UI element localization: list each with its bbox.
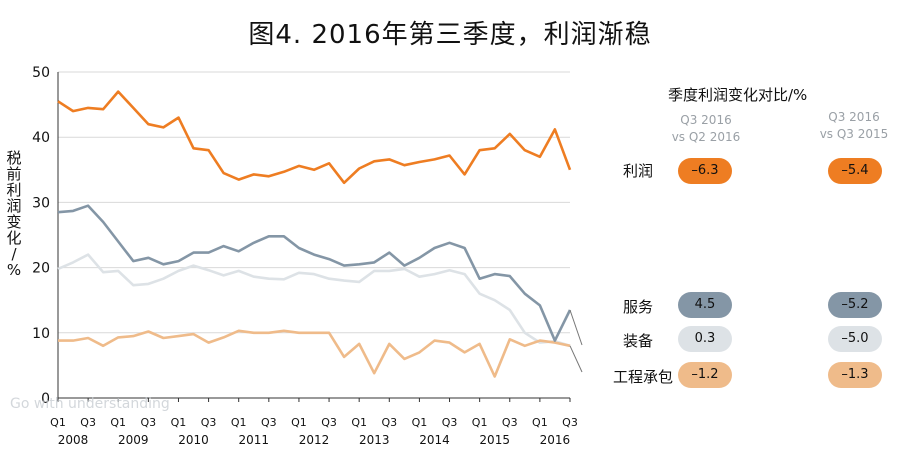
axes xyxy=(57,72,571,402)
series-lines xyxy=(57,90,572,378)
row-label-service: 服务 xyxy=(622,298,653,316)
x-year-label: 2011 xyxy=(238,433,269,447)
leader-lines xyxy=(569,309,583,373)
row-label-profit: 利润 xyxy=(622,162,653,180)
page-title: 图4. 2016年第三季度，利润渐稳 xyxy=(248,20,652,50)
x-tick-label: Q1 xyxy=(110,416,126,429)
x-year-label: 2008 xyxy=(58,433,89,447)
leader-line xyxy=(569,345,583,373)
pill-profit-qoq: –6.3 xyxy=(678,158,732,184)
row-label-engineering: 工程承包 xyxy=(612,368,673,386)
pill-engineering-yoy: –1.3 xyxy=(828,362,882,388)
x-tick-label: Q3 xyxy=(381,416,397,429)
series-line-3 xyxy=(58,329,571,378)
x-tick-label: Q1 xyxy=(50,416,66,429)
column-header-q2: Q3 2016 vs Q2 2016 xyxy=(646,112,766,146)
x-tick-label: Q1 xyxy=(291,416,307,429)
x-tick-label: Q3 xyxy=(321,416,337,429)
column-header-q3: Q3 2016 vs Q3 2015 xyxy=(794,109,900,143)
series-line-0 xyxy=(57,90,572,185)
row-label-equipment: 装备 xyxy=(622,332,653,350)
x-tick-label: Q3 xyxy=(201,416,217,429)
column-header-q2-line2: vs Q2 2016 xyxy=(671,130,741,144)
y-tick-label: 40 xyxy=(32,130,50,146)
x-year-label: 2014 xyxy=(419,433,450,447)
column-header-q3-line1: Q3 2016 xyxy=(828,110,880,124)
y-tick-label: 0 xyxy=(41,391,50,407)
x-tick-label: Q1 xyxy=(351,416,367,429)
pill-equipment-qoq: 0.3 xyxy=(678,326,732,352)
y-tick-label: 30 xyxy=(32,195,50,211)
pill-engineering-qoq: –1.2 xyxy=(678,362,732,388)
tick-labels: 0 10 20 30 40 50 Q1 Q3 Q1 Q3 Q1 Q3 Q1 Q3 Q1 Q3 Q1 Q3 Q1 Q3 Q… xyxy=(32,65,578,447)
x-year-label: 2010 xyxy=(178,433,209,447)
watermark: Go with understanding xyxy=(10,396,170,412)
y-axis-label: 税前利润变化 /% xyxy=(6,149,22,279)
comparison-title: 季度利润变化对比/% xyxy=(668,86,808,104)
leader-line xyxy=(569,309,583,346)
column-header-q3-line2: vs Q3 2015 xyxy=(819,127,889,141)
pill-service-yoy: –5.2 xyxy=(828,292,882,318)
series-line-2 xyxy=(57,253,571,348)
x-tick-label: Q1 xyxy=(532,416,548,429)
pill-profit-yoy: –5.4 xyxy=(828,158,882,184)
y-tick-label: 10 xyxy=(32,326,50,342)
y-tick-label: 20 xyxy=(32,261,50,277)
column-header-q2-line1: Q3 2016 xyxy=(680,113,732,127)
x-tick-label: Q3 xyxy=(261,416,277,429)
x-tick-label: Q1 xyxy=(472,416,488,429)
x-year-label: 2013 xyxy=(359,433,390,447)
pill-service-qoq: 4.5 xyxy=(678,292,732,318)
x-tick-label: Q3 xyxy=(141,416,157,429)
x-tick-label: Q1 xyxy=(231,416,247,429)
pill-equipment-yoy: –5.0 xyxy=(828,326,882,352)
x-tick-label: Q1 xyxy=(171,416,187,429)
x-tick-label: Q3 xyxy=(80,416,96,429)
x-year-label: 2015 xyxy=(479,433,510,447)
x-tick-label: Q3 xyxy=(442,416,458,429)
x-year-label: 2012 xyxy=(299,433,330,447)
y-tick-label: 50 xyxy=(32,65,50,81)
series-line-1 xyxy=(57,204,572,342)
x-tick-label: Q3 xyxy=(502,416,518,429)
x-year-label: 2009 xyxy=(118,433,149,447)
x-tick-label: Q3 xyxy=(562,416,578,429)
x-tick-label: Q1 xyxy=(412,416,428,429)
x-year-label: 2016 xyxy=(540,433,571,447)
